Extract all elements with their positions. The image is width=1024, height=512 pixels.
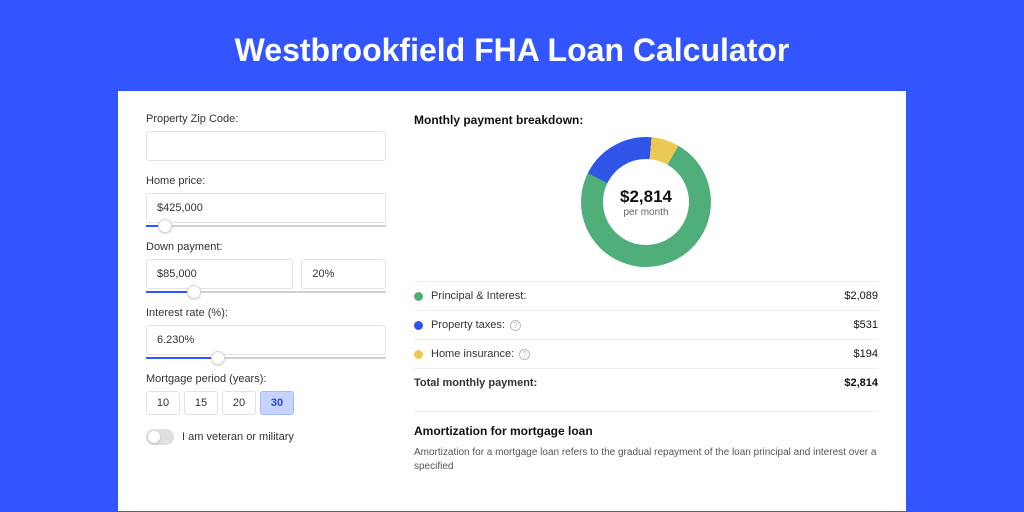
period-option-15[interactable]: 15: [184, 391, 218, 415]
calculator-card: Property Zip Code: Home price: Down paym…: [118, 91, 906, 511]
legend-dot: [414, 321, 423, 330]
down-payment-slider[interactable]: [146, 291, 386, 293]
period-option-30[interactable]: 30: [260, 391, 294, 415]
mortgage-period-options: 10152030: [146, 391, 386, 415]
veteran-row: I am veteran or military: [146, 429, 386, 445]
mortgage-period-field: Mortgage period (years): 10152030: [146, 373, 386, 415]
form-column: Property Zip Code: Home price: Down paym…: [146, 113, 386, 489]
interest-rate-input[interactable]: [146, 325, 386, 355]
down-payment-field: Down payment:: [146, 241, 386, 293]
total-row: Total monthly payment: $2,814: [414, 368, 878, 397]
period-option-20[interactable]: 20: [222, 391, 256, 415]
veteran-toggle[interactable]: [146, 429, 174, 445]
info-icon[interactable]: ?: [510, 320, 521, 331]
legend-label: Principal & Interest:: [431, 290, 844, 302]
down-payment-percent-input[interactable]: [301, 259, 386, 289]
breakdown-title: Monthly payment breakdown:: [414, 113, 878, 127]
amortization-section: Amortization for mortgage loan Amortizat…: [414, 411, 878, 474]
mortgage-period-label: Mortgage period (years):: [146, 373, 386, 385]
legend-dot: [414, 292, 423, 301]
legend-value: $2,089: [844, 290, 878, 302]
zip-label: Property Zip Code:: [146, 113, 386, 125]
legend-row: Home insurance:?$194: [414, 339, 878, 368]
zip-input[interactable]: [146, 131, 386, 161]
page-title: Westbrookfield FHA Loan Calculator: [0, 0, 1024, 91]
interest-rate-slider[interactable]: [146, 357, 386, 359]
donut-chart: $2,814 per month: [414, 137, 878, 267]
legend-value: $531: [854, 319, 878, 331]
legend-value: $194: [854, 348, 878, 360]
home-price-input[interactable]: [146, 193, 386, 223]
zip-field: Property Zip Code:: [146, 113, 386, 161]
legend-dot: [414, 350, 423, 359]
down-payment-label: Down payment:: [146, 241, 386, 253]
total-label: Total monthly payment:: [414, 377, 844, 389]
period-option-10[interactable]: 10: [146, 391, 180, 415]
legend-label: Property taxes:?: [431, 319, 854, 331]
amortization-title: Amortization for mortgage loan: [414, 424, 878, 438]
donut-amount: $2,814: [620, 187, 672, 207]
donut-center: $2,814 per month: [603, 159, 689, 245]
legend: Principal & Interest:$2,089Property taxe…: [414, 281, 878, 368]
home-price-field: Home price:: [146, 175, 386, 227]
amortization-text: Amortization for a mortgage loan refers …: [414, 446, 878, 474]
donut-sub: per month: [623, 207, 668, 218]
interest-rate-field: Interest rate (%):: [146, 307, 386, 359]
total-value: $2,814: [844, 377, 878, 389]
down-payment-amount-input[interactable]: [146, 259, 293, 289]
legend-row: Property taxes:?$531: [414, 310, 878, 339]
interest-rate-label: Interest rate (%):: [146, 307, 386, 319]
home-price-label: Home price:: [146, 175, 386, 187]
home-price-slider[interactable]: [146, 225, 386, 227]
veteran-label: I am veteran or military: [182, 431, 294, 443]
legend-row: Principal & Interest:$2,089: [414, 281, 878, 310]
breakdown-column: Monthly payment breakdown: $2,814 per mo…: [414, 113, 878, 489]
legend-label: Home insurance:?: [431, 348, 854, 360]
info-icon[interactable]: ?: [519, 349, 530, 360]
